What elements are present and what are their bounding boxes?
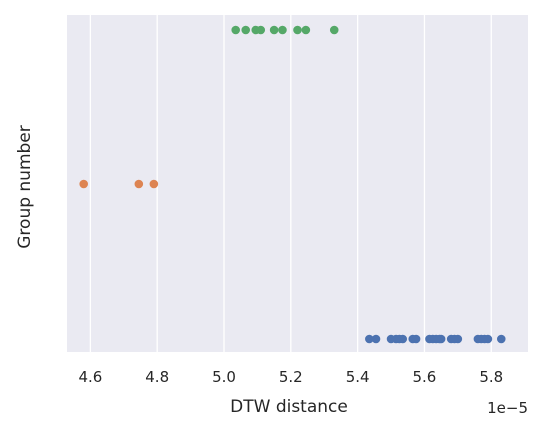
x-tick-label: 4.6 — [78, 368, 102, 386]
plot-background — [67, 15, 528, 352]
data-point — [241, 25, 251, 35]
data-point — [231, 25, 240, 35]
data-point — [453, 334, 463, 344]
data-point — [278, 25, 287, 35]
data-points — [79, 25, 506, 344]
x-tick-labels: 4.6 4.8 5.0 5.2 5.4 5.6 5.8 — [78, 368, 503, 386]
data-point — [371, 334, 381, 344]
x-tick-label: 5.8 — [479, 368, 503, 386]
data-point — [269, 25, 279, 35]
x-tick-label: 5.0 — [212, 368, 236, 386]
x-tick-label: 5.2 — [279, 368, 303, 386]
data-point — [436, 334, 446, 344]
data-point — [411, 334, 421, 344]
data-point — [301, 25, 311, 35]
y-axis-label: Group number — [15, 125, 35, 249]
data-point — [365, 334, 374, 344]
data-point — [149, 179, 159, 189]
data-point — [293, 25, 302, 35]
x-tick-label: 4.8 — [145, 368, 169, 386]
x-axis-label: DTW distance — [230, 397, 348, 417]
x-tick-label: 5.6 — [413, 368, 437, 386]
data-point — [483, 334, 493, 344]
data-point — [256, 25, 266, 35]
data-point — [79, 179, 89, 189]
data-point — [496, 334, 506, 344]
x-tick-label: 5.4 — [346, 368, 370, 386]
data-point — [134, 179, 144, 189]
x-offset-label: 1e−5 — [487, 399, 528, 417]
data-point — [398, 334, 408, 344]
data-point — [329, 25, 339, 35]
